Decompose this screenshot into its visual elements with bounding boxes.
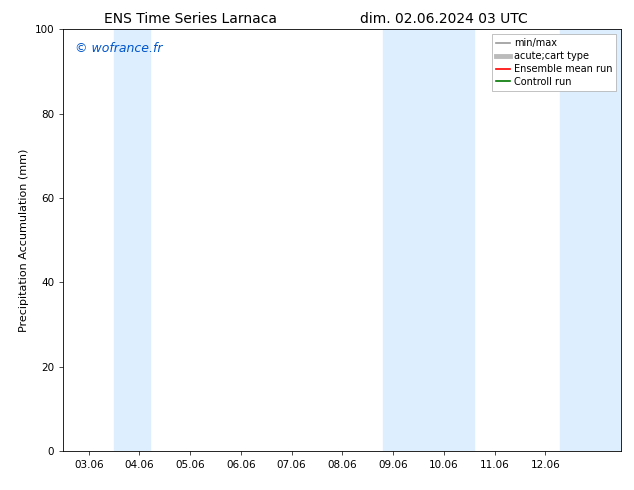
Legend: min/max, acute;cart type, Ensemble mean run, Controll run: min/max, acute;cart type, Ensemble mean … [492,34,616,91]
Bar [560,29,621,451]
Bar [383,29,474,451]
Text: dim. 02.06.2024 03 UTC: dim. 02.06.2024 03 UTC [360,12,527,26]
Y-axis label: Precipitation Accumulation (mm): Precipitation Accumulation (mm) [19,148,29,332]
Text: ENS Time Series Larnaca: ENS Time Series Larnaca [104,12,276,26]
Bar [114,29,150,451]
Text: © wofrance.fr: © wofrance.fr [75,42,162,55]
